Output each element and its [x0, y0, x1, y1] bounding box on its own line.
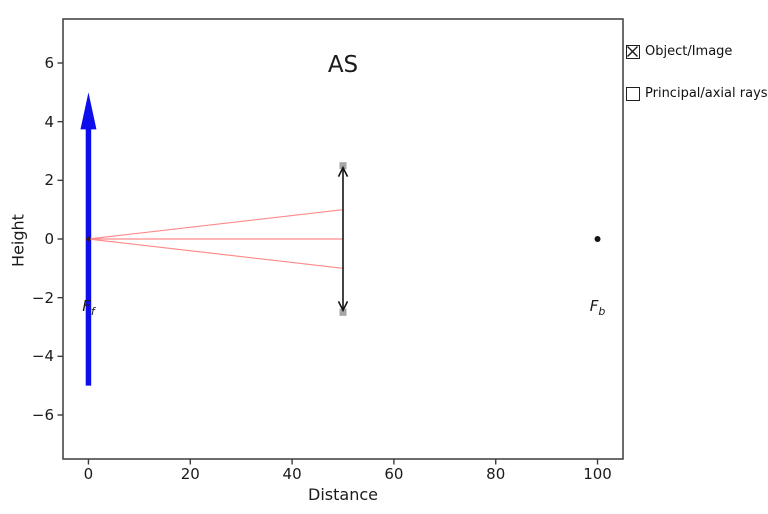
y-tick-label: −4: [31, 347, 54, 366]
aperture-stop-arrow-marker-bottom: [339, 308, 347, 316]
y-axis-label: Height: [8, 214, 28, 267]
y-tick-label: −2: [31, 288, 54, 307]
y-tick-label: 6: [44, 54, 54, 72]
aperture-stop-arrow-head-bottom: [337, 300, 349, 313]
legend-label: Principal/axial rays: [645, 86, 768, 101]
x-axis-label: Distance: [308, 485, 378, 504]
x-tick-label: 100: [583, 465, 612, 483]
legend-item-0: Object/Image: [626, 44, 768, 59]
back-focal-dot: [594, 236, 601, 242]
aperture-stop-arrow-head-top: [337, 165, 349, 178]
front-focal-label: Ff: [82, 297, 95, 319]
aperture-stop-arrow-marker-top: [339, 162, 347, 170]
legend: Object/Image Principal/axial rays: [626, 44, 768, 128]
checkbox-unchecked[interactable]: [626, 86, 640, 101]
front-focal-label-sub: f: [90, 305, 95, 319]
legend-label: Object/Image: [645, 44, 733, 59]
legend-item-1: Principal/axial rays: [626, 86, 768, 101]
y-tick-label: 4: [44, 112, 54, 131]
y-tick-label: −6: [31, 406, 54, 424]
x-tick-label: 80: [486, 465, 506, 483]
y-tick-label: 2: [44, 171, 54, 190]
origin-dot: [86, 236, 91, 242]
x-tick-label: 20: [180, 465, 200, 483]
back-focal-label-sub: b: [598, 305, 606, 319]
x-tick-label: 40: [282, 465, 302, 483]
back-focal-label-main: F: [589, 297, 599, 316]
axial-ray-lower: [88, 238, 344, 269]
x-tick-label: 60: [384, 465, 404, 483]
chart-title: AS: [327, 52, 359, 78]
back-focal-label: Fb: [589, 297, 606, 319]
checkbox-x-icon: [627, 45, 638, 57]
axial-ray-upper: [88, 209, 344, 240]
x-tick-label: 0: [83, 465, 94, 483]
object-arrow-head: [80, 92, 97, 130]
y-tick-label: 0: [44, 230, 54, 248]
checkbox-checked[interactable]: [626, 44, 640, 59]
front-focal-label-main: F: [82, 297, 91, 316]
